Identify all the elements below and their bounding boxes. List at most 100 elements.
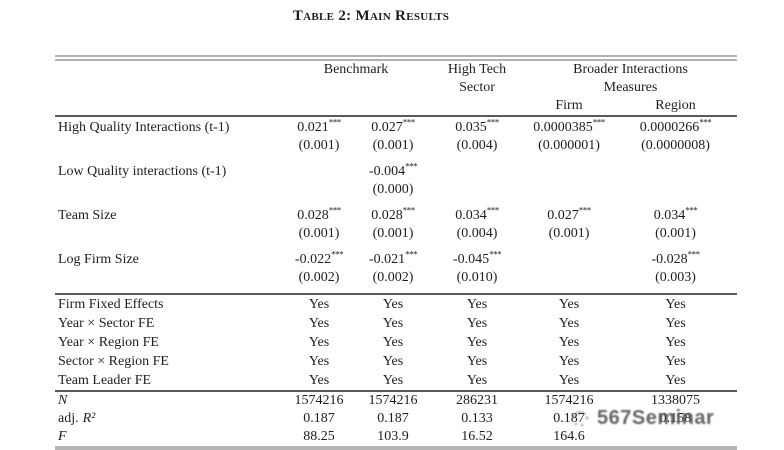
header-empty-cell <box>55 97 282 116</box>
coef-cell: 0.0000385*** <box>533 117 605 135</box>
row-label: Firm Fixed Effects <box>58 297 164 312</box>
table-row-se: (0.002) (0.002) (0.010) (0.003) <box>55 269 737 294</box>
coef-cell: 0.028*** <box>371 205 415 223</box>
fixed-effects-section: Firm Fixed Effects Yes Yes Yes Yes Yes Y… <box>55 294 737 391</box>
fe-cell: Yes <box>665 297 686 312</box>
stat-cell: 286231 <box>456 393 498 408</box>
table-row: High Quality Interactions (t-1) 0.021***… <box>55 116 737 137</box>
se-cell: (0.001) <box>298 226 340 241</box>
stat-cell: 1574216 <box>544 393 594 408</box>
fe-cell: Yes <box>382 354 404 369</box>
stat-label-prefix: adj. <box>58 411 79 426</box>
coef-cell: 0.0000266*** <box>639 117 712 135</box>
coef-cell <box>430 161 524 181</box>
se-cell: (0.002) <box>298 270 340 285</box>
row-label: Sector × Region FE <box>58 354 169 369</box>
row-label: Year × Sector FE <box>58 316 155 331</box>
se-cell: (0.001) <box>372 226 414 241</box>
se-cell: (0.001) <box>372 138 414 153</box>
stat-label-math: F <box>58 429 67 444</box>
stat-cell: 88.25 <box>303 429 335 444</box>
header-row-3: Firm Region <box>55 97 737 116</box>
table-row-se: (0.000) <box>55 181 737 205</box>
stat-cell: 0.133 <box>461 411 493 426</box>
stat-label-math: N <box>58 393 68 408</box>
header-empty-cell <box>430 97 524 116</box>
se-cell: (0.000001) <box>538 138 600 153</box>
header-row-2: Sector Measures <box>55 79 737 97</box>
header-region: Region <box>655 98 696 113</box>
se-cell: (0.001) <box>298 138 340 153</box>
se-cell <box>430 181 524 205</box>
fe-cell: Yes <box>665 335 686 350</box>
coef-cell: -0.004*** <box>368 161 418 179</box>
row-label: High Quality Interactions (t-1) <box>58 120 230 135</box>
se-cell: (0.0000008) <box>641 138 710 153</box>
header-empty-cell <box>356 97 430 116</box>
coef-cell: 0.027*** <box>547 205 591 223</box>
coef-cell: -0.045*** <box>452 249 502 267</box>
watermark: 567Seminar <box>570 407 714 430</box>
coef-cell: 0.035*** <box>455 117 499 135</box>
coef-cell: -0.022*** <box>294 249 344 267</box>
row-label-empty <box>55 269 282 294</box>
se-cell: (0.001) <box>655 226 696 241</box>
fe-cell: Yes <box>382 373 404 388</box>
fe-cell: Yes <box>308 316 330 331</box>
coef-cell <box>614 161 737 181</box>
fe-cell: Yes <box>308 335 330 350</box>
fe-cell: Yes <box>382 335 404 350</box>
row-label-empty <box>55 181 282 205</box>
stat-cell <box>614 428 737 449</box>
fe-cell: Yes <box>466 316 488 331</box>
se-cell <box>282 181 356 205</box>
header-broader-interactions: Broader Interactions <box>573 62 688 77</box>
header-empty-cell <box>55 58 282 79</box>
fe-cell: Yes <box>466 373 488 388</box>
table-row: adj. R² 0.187 0.187 0.133 0.187 0.158 <box>55 410 737 428</box>
fe-cell: Yes <box>558 354 580 369</box>
se-cell: (0.004) <box>456 226 498 241</box>
stat-cell: 0.187 <box>553 411 585 426</box>
table-row: Year × Sector FE Yes Yes Yes Yes Yes <box>55 314 737 333</box>
stat-cell: 16.52 <box>461 429 493 444</box>
fe-cell: Yes <box>466 335 488 350</box>
coef-cell <box>524 249 614 269</box>
row-label: Log Firm Size <box>58 252 139 267</box>
coef-cell <box>282 161 356 181</box>
fe-cell: Yes <box>665 316 686 331</box>
coef-cell: 0.028*** <box>297 205 341 223</box>
table-row: Team Size 0.028*** 0.028*** 0.034*** 0.0… <box>55 205 737 225</box>
table-row: F 88.25 103.9 16.52 164.6 <box>55 428 737 449</box>
table-row: N 1574216 1574216 286231 1574216 1338075 <box>55 391 737 410</box>
se-cell: (0.001) <box>548 226 590 241</box>
stat-label-math: R² <box>82 411 96 426</box>
stat-cell: 164.6 <box>553 429 585 444</box>
coef-cell: -0.028*** <box>651 249 700 267</box>
header-high-tech: High Tech <box>447 62 507 77</box>
stat-cell: 1574216 <box>368 393 418 408</box>
stat-cell: 0.187 <box>303 411 335 426</box>
coef-cell: 0.021*** <box>297 117 341 135</box>
coef-cell: 0.034*** <box>653 205 698 223</box>
header-empty-cell <box>282 79 430 97</box>
se-cell: (0.002) <box>372 270 414 285</box>
fe-cell: Yes <box>665 373 686 388</box>
watermark-text: 567Seminar <box>597 407 715 429</box>
coefficients-section: High Quality Interactions (t-1) 0.021***… <box>55 116 737 294</box>
row-label: Year × Region FE <box>58 335 159 350</box>
se-cell: (0.004) <box>456 138 498 153</box>
se-cell <box>524 269 614 294</box>
se-cell: (0.000) <box>372 182 414 197</box>
header-measures: Measures <box>603 80 658 95</box>
fe-cell: Yes <box>308 297 330 312</box>
coef-cell: -0.021*** <box>368 249 418 267</box>
watermark-logo-smudge <box>572 410 589 426</box>
table-row: Sector × Region FE Yes Yes Yes Yes Yes <box>55 352 737 371</box>
table-row: Year × Region FE Yes Yes Yes Yes Yes <box>55 333 737 352</box>
fe-cell: Yes <box>382 297 404 312</box>
stat-cell: 0.158 <box>659 411 692 426</box>
header-benchmark: Benchmark <box>323 62 389 77</box>
header-sector: Sector <box>459 80 495 95</box>
fe-cell: Yes <box>665 354 686 369</box>
